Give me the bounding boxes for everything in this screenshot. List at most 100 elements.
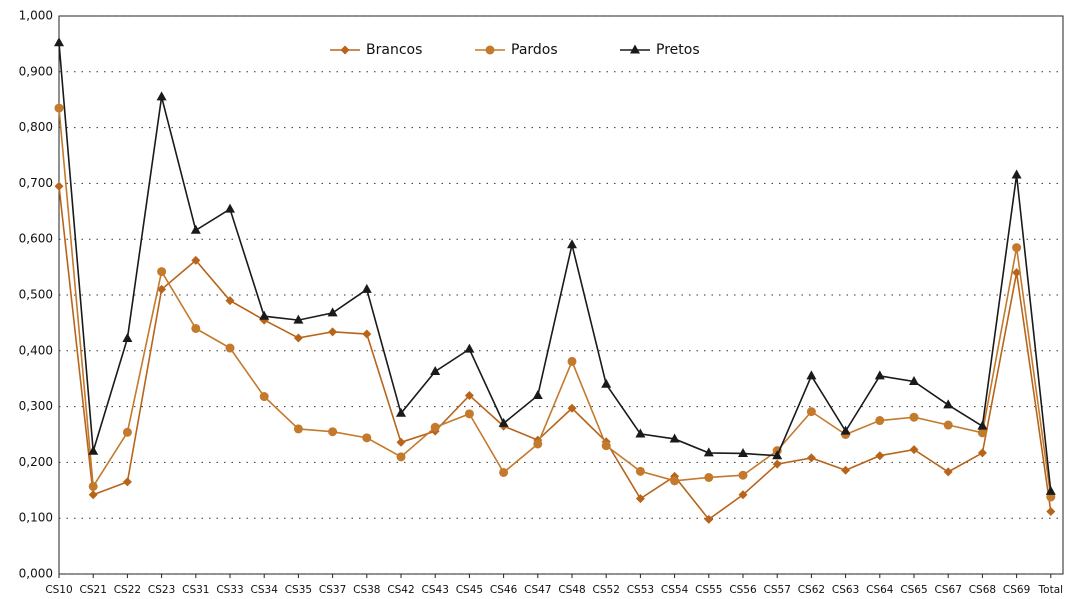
- x-tick-label: CS47: [524, 584, 551, 596]
- marker: [875, 416, 885, 426]
- marker: [977, 448, 987, 458]
- marker: [1012, 243, 1022, 253]
- series-line: [58, 107, 1052, 498]
- marker: [806, 370, 817, 380]
- x-tick-label: CS67: [935, 584, 962, 596]
- marker: [875, 451, 885, 461]
- marker: [430, 422, 440, 432]
- marker: [532, 389, 543, 399]
- marker: [122, 427, 132, 437]
- marker: [874, 370, 885, 380]
- marker: [601, 378, 612, 388]
- marker: [156, 91, 167, 101]
- series-line: [58, 186, 1052, 521]
- marker: [703, 447, 714, 457]
- marker: [362, 433, 372, 443]
- marker: [567, 403, 577, 413]
- marker: [464, 409, 474, 419]
- marker: [157, 267, 167, 277]
- marker: [704, 472, 714, 482]
- marker: [498, 417, 509, 427]
- x-tick-label: CS35: [285, 584, 312, 596]
- marker: [430, 365, 441, 375]
- y-tick-label: 0,300: [19, 399, 53, 413]
- marker: [122, 477, 132, 487]
- x-tick-label: CS48: [558, 584, 585, 596]
- legend-label: Brancos: [366, 42, 422, 58]
- x-tick-label: CS37: [319, 584, 346, 596]
- marker: [362, 329, 372, 339]
- marker: [704, 514, 714, 524]
- marker: [340, 45, 350, 55]
- marker: [54, 181, 64, 191]
- marker: [772, 459, 782, 469]
- marker: [635, 466, 645, 476]
- x-tick-label: CS22: [114, 584, 141, 596]
- marker: [464, 343, 475, 353]
- x-tick-label: CS31: [182, 584, 209, 596]
- x-tick-label: CS62: [798, 584, 825, 596]
- marker: [533, 439, 543, 449]
- x-tick-label: CS55: [695, 584, 722, 596]
- marker: [328, 327, 338, 337]
- marker: [1012, 268, 1022, 278]
- marker: [499, 467, 509, 477]
- marker: [567, 356, 577, 366]
- x-tick-label: CS46: [490, 584, 518, 596]
- x-tick-label: CS23: [148, 584, 175, 596]
- y-tick-label: 0,200: [19, 455, 53, 469]
- x-tick-label: CS10: [45, 584, 72, 596]
- marker: [909, 445, 919, 455]
- marker: [840, 425, 851, 435]
- x-tick-label: CS21: [80, 584, 107, 596]
- marker: [909, 375, 919, 385]
- x-tick-label: CS68: [969, 584, 996, 596]
- marker: [191, 323, 201, 333]
- marker: [361, 283, 372, 293]
- x-tick-label: CS54: [661, 584, 689, 596]
- y-tick-label: 0,800: [19, 120, 53, 134]
- x-tick-label: CS64: [866, 584, 894, 596]
- y-tick-label: 0,500: [19, 288, 53, 302]
- marker: [157, 284, 167, 294]
- x-tick-label: CS69: [1003, 584, 1030, 596]
- marker: [670, 476, 680, 486]
- marker: [841, 465, 851, 475]
- marker: [806, 407, 816, 417]
- marker: [977, 428, 987, 438]
- marker: [738, 490, 748, 500]
- y-tick-label: 0,900: [19, 64, 53, 78]
- marker: [1046, 507, 1056, 517]
- legend-label: Pretos: [656, 42, 700, 58]
- marker: [601, 441, 611, 451]
- marker: [54, 103, 64, 113]
- y-tick-label: 0,700: [19, 176, 53, 190]
- marker: [943, 467, 953, 477]
- marker: [396, 452, 406, 462]
- marker: [191, 255, 201, 265]
- x-tick-label: CS42: [387, 584, 414, 596]
- marker: [485, 45, 495, 55]
- marker: [943, 420, 953, 430]
- marker: [88, 481, 98, 491]
- y-tick-label: 0,600: [19, 232, 53, 246]
- marker: [88, 445, 99, 455]
- y-tick-label: 1,000: [19, 9, 53, 23]
- marker: [909, 412, 919, 422]
- x-tick-label: CS45: [456, 584, 483, 596]
- legend-label: Pardos: [511, 42, 558, 58]
- x-tick-label: CS56: [729, 584, 757, 596]
- marker: [396, 437, 406, 447]
- marker: [738, 470, 748, 480]
- marker: [259, 310, 270, 320]
- x-tick-label: CS33: [216, 584, 243, 596]
- marker: [396, 407, 406, 417]
- series-line: [58, 42, 1052, 492]
- marker: [259, 392, 269, 402]
- marker: [772, 450, 783, 460]
- x-tick-label: CS52: [593, 584, 620, 596]
- x-tick-label: CS65: [900, 584, 927, 596]
- marker: [293, 333, 303, 343]
- marker: [327, 307, 338, 317]
- marker: [977, 420, 988, 430]
